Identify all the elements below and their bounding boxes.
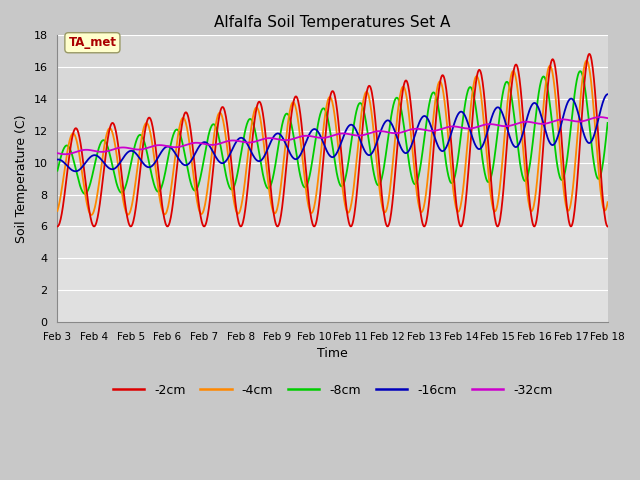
Legend: -2cm, -4cm, -8cm, -16cm, -32cm: -2cm, -4cm, -8cm, -16cm, -32cm bbox=[108, 379, 557, 402]
-8cm bbox=[54, 168, 61, 174]
-8cm bbox=[276, 131, 284, 136]
-16cm bbox=[110, 166, 118, 172]
-8cm bbox=[604, 120, 611, 126]
-8cm bbox=[110, 171, 118, 177]
-8cm bbox=[81, 191, 89, 197]
-4cm bbox=[276, 186, 284, 192]
X-axis label: Time: Time bbox=[317, 347, 348, 360]
-32cm bbox=[296, 134, 304, 140]
-16cm bbox=[483, 131, 491, 136]
-4cm bbox=[296, 136, 304, 142]
Line: -8cm: -8cm bbox=[58, 71, 607, 194]
Title: Alfalfa Soil Temperatures Set A: Alfalfa Soil Temperatures Set A bbox=[214, 15, 451, 30]
Bar bbox=[58, 36, 607, 227]
-16cm bbox=[72, 168, 79, 174]
Line: -2cm: -2cm bbox=[58, 54, 607, 227]
-16cm bbox=[54, 156, 61, 162]
-4cm bbox=[88, 212, 95, 218]
-8cm bbox=[576, 68, 584, 74]
-32cm bbox=[110, 146, 118, 152]
Text: TA_met: TA_met bbox=[68, 36, 116, 49]
-16cm bbox=[432, 138, 440, 144]
-16cm bbox=[604, 91, 611, 97]
-32cm bbox=[596, 114, 604, 120]
Line: -4cm: -4cm bbox=[58, 60, 607, 215]
Y-axis label: Soil Temperature (C): Soil Temperature (C) bbox=[15, 114, 28, 243]
-32cm bbox=[604, 115, 611, 121]
-2cm bbox=[483, 126, 491, 132]
-2cm bbox=[54, 224, 61, 229]
-16cm bbox=[493, 105, 500, 110]
-8cm bbox=[483, 178, 491, 184]
-2cm bbox=[604, 224, 611, 229]
-2cm bbox=[276, 218, 284, 224]
-32cm bbox=[483, 121, 491, 127]
-32cm bbox=[432, 128, 440, 133]
-2cm bbox=[432, 119, 440, 124]
-2cm bbox=[420, 224, 428, 229]
-8cm bbox=[296, 173, 304, 179]
-2cm bbox=[493, 223, 500, 229]
Line: -16cm: -16cm bbox=[58, 94, 607, 171]
-4cm bbox=[54, 208, 61, 214]
-2cm bbox=[109, 121, 117, 127]
Bar bbox=[58, 227, 607, 322]
-32cm bbox=[493, 122, 500, 128]
-4cm bbox=[604, 199, 611, 205]
-8cm bbox=[493, 135, 500, 141]
-4cm bbox=[483, 156, 491, 162]
-32cm bbox=[276, 137, 284, 143]
-8cm bbox=[432, 93, 440, 99]
-4cm bbox=[493, 204, 500, 210]
-4cm bbox=[432, 94, 440, 100]
-4cm bbox=[110, 137, 118, 143]
Line: -32cm: -32cm bbox=[58, 117, 607, 154]
-32cm bbox=[61, 151, 69, 157]
-4cm bbox=[583, 58, 591, 63]
-32cm bbox=[54, 150, 61, 156]
-16cm bbox=[276, 132, 284, 138]
-2cm bbox=[296, 107, 303, 113]
-2cm bbox=[586, 51, 593, 57]
-16cm bbox=[296, 152, 304, 158]
